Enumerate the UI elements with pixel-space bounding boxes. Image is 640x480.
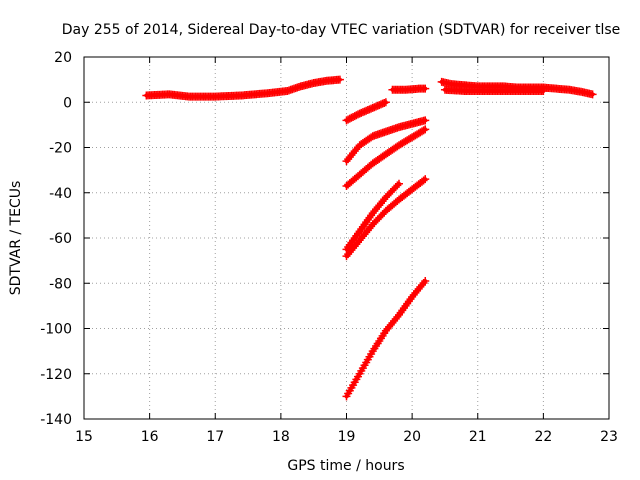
x-tick-label: 22 xyxy=(534,429,552,445)
y-tick-label: -100 xyxy=(40,322,72,338)
series-arc-8 xyxy=(342,179,403,254)
axes: 15 16 17 18 19 20 21 22 23 20 0 -20 -40 -60 -80 -100 -12… xyxy=(40,50,618,445)
series-layer xyxy=(142,75,597,401)
x-tick-label: 20 xyxy=(403,429,421,445)
y-tick-label: -40 xyxy=(49,186,72,202)
y-tick-label: 0 xyxy=(63,95,72,111)
y-tick-label: 20 xyxy=(54,50,72,66)
series-arc-9 xyxy=(342,175,430,261)
data-point-markers xyxy=(342,179,403,254)
y-tick-label: -80 xyxy=(49,276,72,292)
x-tick-label: 21 xyxy=(469,429,487,445)
data-point-markers xyxy=(342,125,430,190)
data-point-markers xyxy=(388,84,430,94)
x-axis-label: GPS time / hours xyxy=(287,458,404,474)
series-arc-6 xyxy=(342,116,430,166)
data-point-markers xyxy=(342,276,430,401)
x-tick-label: 19 xyxy=(338,429,356,445)
data-point-markers xyxy=(342,175,430,261)
y-tick-label: -60 xyxy=(49,231,72,247)
y-axis-label: SDTVAR / TECUs xyxy=(8,181,24,296)
plot-frame xyxy=(83,56,610,420)
series-arc-2 xyxy=(342,98,390,125)
series-arc-5 xyxy=(440,85,548,95)
series-arc-1 xyxy=(142,75,344,101)
y-tick-label: -140 xyxy=(40,412,72,428)
series-arc-10 xyxy=(342,276,430,401)
grid xyxy=(84,57,609,419)
x-tick-label: 18 xyxy=(272,429,290,445)
x-tick-label: 23 xyxy=(600,429,618,445)
data-point-markers xyxy=(342,98,390,125)
y-tick-label: -120 xyxy=(40,367,72,383)
series-arc-3 xyxy=(388,84,430,94)
data-point-markers xyxy=(440,85,548,95)
x-tick-label: 15 xyxy=(75,429,93,445)
data-point-markers xyxy=(342,116,430,166)
series-arc-7 xyxy=(342,125,430,190)
chart-title: Day 255 of 2014, Sidereal Day-to-day VTE… xyxy=(62,22,621,38)
x-tick-label: 16 xyxy=(141,429,159,445)
y-tick-label: -20 xyxy=(49,141,72,157)
x-tick-label: 17 xyxy=(206,429,224,445)
data-point-markers xyxy=(142,75,344,101)
